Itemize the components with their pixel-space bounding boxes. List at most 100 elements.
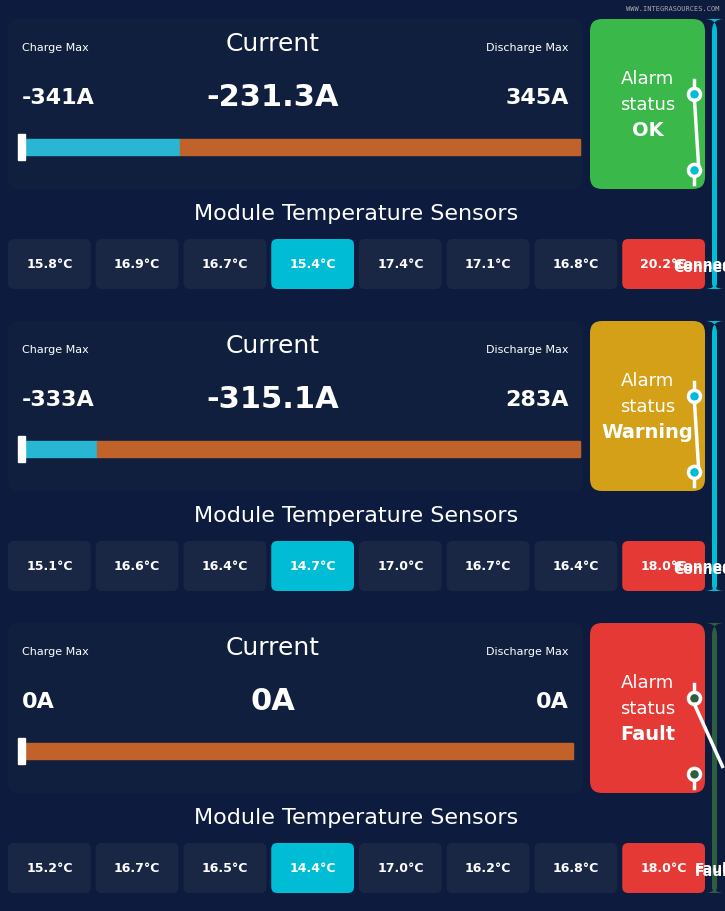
Text: Charge Max: Charge Max [22, 646, 88, 656]
FancyBboxPatch shape [8, 240, 91, 290]
Bar [25, 442, 97, 457]
Text: Discharge Max: Discharge Max [486, 344, 569, 354]
Text: WWW.INTEGRASOURCES.COM: WWW.INTEGRASOURCES.COM [626, 6, 720, 12]
Text: 0A: 0A [250, 687, 295, 716]
FancyBboxPatch shape [534, 843, 617, 893]
FancyBboxPatch shape [271, 240, 354, 290]
Text: Current: Current [225, 32, 320, 56]
FancyBboxPatch shape [8, 623, 583, 793]
Text: Current: Current [225, 333, 320, 358]
FancyBboxPatch shape [183, 541, 266, 591]
Circle shape [689, 89, 700, 101]
Text: 283A: 283A [505, 390, 569, 410]
Text: Alarm: Alarm [621, 70, 674, 87]
FancyBboxPatch shape [447, 843, 529, 893]
Text: 16.9°C: 16.9°C [114, 258, 160, 271]
Text: 17.1°C: 17.1°C [465, 258, 511, 271]
FancyBboxPatch shape [711, 843, 718, 893]
Text: 16.6°C: 16.6°C [114, 560, 160, 573]
Bar [18, 436, 25, 463]
Text: Connected: Connected [673, 258, 725, 271]
FancyBboxPatch shape [622, 843, 705, 893]
FancyBboxPatch shape [8, 843, 91, 893]
Text: Connected: Connected [673, 562, 725, 577]
Bar [18, 738, 25, 764]
Bar [25, 140, 181, 156]
FancyBboxPatch shape [359, 541, 442, 591]
Text: Module Temperature Sensors: Module Temperature Sensors [194, 807, 518, 827]
FancyBboxPatch shape [8, 322, 583, 491]
FancyBboxPatch shape [447, 541, 529, 591]
Text: 15.4°C: 15.4°C [289, 258, 336, 271]
Text: 16.4°C: 16.4°C [552, 560, 599, 573]
Text: Module Temperature Sensors: Module Temperature Sensors [194, 204, 518, 224]
Text: 16.2°C: 16.2°C [465, 862, 511, 875]
FancyBboxPatch shape [705, 20, 724, 290]
Circle shape [689, 466, 700, 479]
Circle shape [689, 391, 700, 403]
Text: Current: Current [225, 635, 320, 660]
Text: 14.4°C: 14.4°C [289, 862, 336, 875]
Text: status: status [620, 700, 675, 717]
Text: 16.8°C: 16.8°C [552, 862, 599, 875]
Circle shape [689, 769, 700, 781]
FancyBboxPatch shape [8, 541, 91, 591]
Text: Alarm: Alarm [621, 372, 674, 390]
Text: 20.2°C: 20.2°C [640, 258, 687, 271]
Text: -315.1A: -315.1A [206, 385, 339, 414]
Text: 16.7°C: 16.7°C [114, 862, 160, 875]
Text: -231.3A: -231.3A [206, 84, 339, 112]
Text: Module Temperature Sensors: Module Temperature Sensors [194, 506, 518, 526]
Text: Discharge Max: Discharge Max [486, 646, 569, 656]
Text: status: status [620, 397, 675, 415]
FancyBboxPatch shape [534, 240, 617, 290]
Text: 16.8°C: 16.8°C [552, 258, 599, 271]
FancyBboxPatch shape [622, 240, 705, 290]
FancyBboxPatch shape [590, 20, 705, 189]
Text: 16.7°C: 16.7°C [465, 560, 511, 573]
FancyBboxPatch shape [359, 843, 442, 893]
Text: 18.0°C: 18.0°C [640, 560, 687, 573]
Text: Discharge Max: Discharge Max [486, 43, 569, 53]
FancyBboxPatch shape [711, 541, 718, 591]
Circle shape [689, 165, 700, 178]
Text: -333A: -333A [22, 390, 95, 410]
Text: Alarm: Alarm [621, 673, 674, 691]
FancyBboxPatch shape [96, 541, 178, 591]
Text: Fault: Fault [695, 861, 725, 875]
Text: Connected: Connected [673, 559, 725, 573]
Text: status: status [620, 96, 675, 114]
FancyBboxPatch shape [590, 322, 705, 491]
FancyBboxPatch shape [590, 623, 705, 793]
FancyBboxPatch shape [359, 240, 442, 290]
FancyBboxPatch shape [271, 541, 354, 591]
Text: 16.7°C: 16.7°C [202, 258, 248, 271]
FancyBboxPatch shape [96, 240, 178, 290]
Text: 345A: 345A [505, 87, 569, 107]
FancyBboxPatch shape [622, 541, 705, 591]
Text: 16.5°C: 16.5°C [202, 862, 248, 875]
FancyBboxPatch shape [271, 843, 354, 893]
Text: 16.4°C: 16.4°C [202, 560, 248, 573]
Text: OK: OK [631, 121, 663, 140]
Text: 15.8°C: 15.8°C [26, 258, 72, 271]
FancyBboxPatch shape [705, 322, 724, 591]
Bar [97, 442, 580, 457]
FancyBboxPatch shape [96, 843, 178, 893]
Text: 0A: 0A [22, 691, 55, 711]
Text: 17.4°C: 17.4°C [377, 258, 423, 271]
Text: Charge Max: Charge Max [22, 344, 88, 354]
Circle shape [689, 692, 700, 704]
FancyBboxPatch shape [447, 240, 529, 290]
Text: Charge Max: Charge Max [22, 43, 88, 53]
Text: 0A: 0A [536, 691, 569, 711]
Text: Warning: Warning [602, 423, 693, 442]
Text: 14.7°C: 14.7°C [289, 560, 336, 573]
Bar [18, 135, 25, 161]
Bar [181, 140, 580, 156]
FancyBboxPatch shape [711, 240, 718, 290]
Bar [25, 743, 573, 759]
Text: 17.0°C: 17.0°C [377, 862, 423, 875]
Text: 15.1°C: 15.1°C [26, 560, 72, 573]
Text: Connected: Connected [673, 261, 725, 275]
